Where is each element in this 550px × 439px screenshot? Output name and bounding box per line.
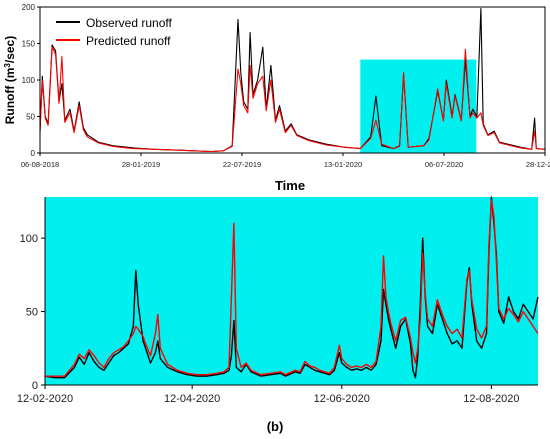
top-x-ticks: 06-08-2018 28-01-2019 22-07-2019 13-01-2020… — [21, 153, 550, 169]
top-y-ticks: 0 50 100 150 200 — [22, 3, 40, 158]
top-x-tick-label: 28-12-2020 — [526, 160, 550, 169]
legend: Observed runoff Predicted runoff — [56, 16, 172, 48]
top-y-tick-label: 150 — [22, 40, 36, 49]
top-y-tick-label: 100 — [22, 76, 36, 85]
bottom-series-group — [44, 196, 539, 379]
top-y-tick-label: 200 — [22, 3, 36, 12]
top-series-group — [39, 7, 546, 153]
bottom-y-ticks: 0 50 100 — [20, 233, 45, 392]
top-y-axis-label: Runoff (m3/sec) — [3, 36, 18, 124]
top-x-tick-label: 13-01-2020 — [324, 160, 362, 169]
bottom-x-tick-label: 12-02-2020 — [17, 393, 73, 405]
legend-label-observed: Observed runoff — [86, 16, 172, 30]
top-predicted-line — [39, 46, 546, 153]
top-x-tick-label: 06-07-2020 — [425, 160, 463, 169]
bottom-plot-background — [45, 197, 538, 385]
top-x-tick-label: 28-01-2019 — [122, 160, 160, 169]
bottom-predicted-line — [45, 199, 539, 377]
bottom-y-tick-label: 100 — [20, 233, 38, 245]
top-x-tick-label: 06-08-2018 — [21, 160, 59, 169]
bottom-y-tick-label: 50 — [26, 307, 38, 319]
highlight-region — [360, 59, 477, 154]
top-y-tick-label: 50 — [26, 113, 35, 122]
bottom-x-tick-label: 12-08-2020 — [463, 393, 519, 405]
top-y-tick-label: 0 — [31, 149, 36, 158]
bottom-y-tick-label: 0 — [32, 380, 38, 392]
top-x-tick-label: 22-07-2019 — [223, 160, 261, 169]
top-chart: 0 50 100 150 200 06-08-2018 28-01-2019 22-07-2… — [3, 3, 550, 193]
bottom-x-tick-label: 12-04-2020 — [164, 393, 220, 405]
legend-label-predicted: Predicted runoff — [86, 34, 171, 48]
top-plot-border — [39, 6, 546, 154]
bottom-x-tick-label: 12-06-2020 — [314, 393, 370, 405]
figure-caption: (b) — [267, 419, 284, 434]
top-x-axis-label: Time — [275, 178, 305, 193]
bottom-x-ticks: 12-02-2020 12-04-2020 12-06-2020 12-08-2020 — [17, 385, 520, 405]
